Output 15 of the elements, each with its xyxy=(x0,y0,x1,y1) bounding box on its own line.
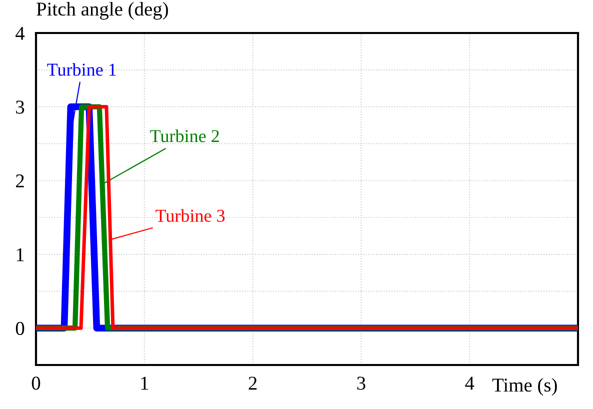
x-tick-label: 3 xyxy=(357,376,366,390)
y-axis-title: Pitch angle (deg) xyxy=(36,2,168,20)
y-tick-label: 1 xyxy=(16,248,24,262)
text: Turbine 3 xyxy=(156,209,225,222)
y-tick-label: 0 xyxy=(16,322,24,336)
text: Turbine 2 xyxy=(150,130,219,142)
text: Turbine 1 xyxy=(47,63,116,76)
x-tick-label: 0 xyxy=(32,376,40,390)
y-tick-label: 4 xyxy=(16,26,25,40)
x-tick-label: 1 xyxy=(141,376,148,390)
y-tick-label: 3 xyxy=(16,100,24,114)
x-tick-label: 2 xyxy=(248,376,257,390)
x-axis-title: Time (s) xyxy=(492,378,557,396)
x-tick-label: 4 xyxy=(465,376,474,390)
y-tick-label: 2 xyxy=(16,174,24,188)
